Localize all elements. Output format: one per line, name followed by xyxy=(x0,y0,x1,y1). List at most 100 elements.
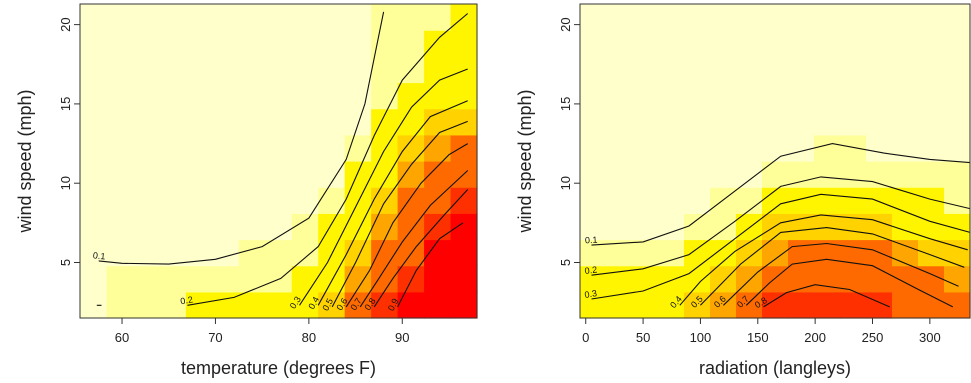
contour-line xyxy=(299,68,468,306)
heatmap-cell xyxy=(736,4,763,31)
heatmap-cell xyxy=(658,213,685,241)
heatmap-cell xyxy=(866,213,893,241)
heatmap-cell xyxy=(238,4,266,31)
heatmap-cell xyxy=(788,213,815,241)
heatmap-cell xyxy=(762,187,789,214)
heatmap-cell xyxy=(684,82,711,110)
x-tick-label: 0 xyxy=(582,330,589,345)
heatmap-cell xyxy=(866,134,893,162)
heatmap-cell xyxy=(918,213,945,241)
heatmap-cell xyxy=(238,82,266,110)
heatmap-cell xyxy=(159,213,187,241)
heatmap-cell xyxy=(944,56,971,84)
heatmap-cell xyxy=(291,108,319,136)
heatmap-cell xyxy=(450,82,478,110)
x-tick-label: 150 xyxy=(747,330,769,345)
heatmap-cell xyxy=(658,161,685,188)
y-axis-ticks: 5 10 15 20 xyxy=(558,17,580,266)
contour-label: 0.2 xyxy=(584,264,598,275)
contour-line xyxy=(359,170,469,308)
heatmap-cell xyxy=(632,291,659,319)
heatmap-cell xyxy=(892,265,919,293)
heatmap-cell xyxy=(371,213,399,241)
heatmap-cell xyxy=(840,265,867,293)
heatmap-cell xyxy=(424,239,452,267)
contour-line xyxy=(745,258,954,308)
heatmap-cell xyxy=(265,4,293,31)
heatmap-cell xyxy=(736,213,763,241)
heatmap-cell xyxy=(371,4,399,31)
heatmap-cell xyxy=(159,82,187,110)
heatmap-cell xyxy=(424,56,452,84)
heatmap-cell xyxy=(658,30,685,57)
heatmap-cell xyxy=(762,161,789,188)
heatmap-cell xyxy=(132,134,160,162)
heatmap-cell xyxy=(450,265,478,293)
heatmap-cell xyxy=(344,213,372,241)
heatmap-cell xyxy=(397,82,425,110)
x-tick-label: 300 xyxy=(919,330,941,345)
heatmap-cell xyxy=(80,108,108,136)
heatmap-cell xyxy=(632,161,659,188)
heatmap-cell xyxy=(132,187,160,214)
heatmap-cell xyxy=(212,56,240,84)
heatmap-cell xyxy=(212,265,240,293)
heatmap-cell xyxy=(265,134,293,162)
heatmap-cell xyxy=(606,187,633,214)
heatmap-cell xyxy=(814,265,841,293)
heatmap-cell xyxy=(106,213,134,241)
x-tick-label: 100 xyxy=(690,330,712,345)
heatmap-cell xyxy=(606,161,633,188)
contour-line xyxy=(763,284,890,308)
heatmap-cell xyxy=(185,187,213,214)
y-tick-label: 10 xyxy=(58,176,73,190)
heatmap-cell xyxy=(814,134,841,162)
heatmap-cell xyxy=(918,265,945,293)
heatmap-cell xyxy=(80,187,108,214)
heatmap-cell xyxy=(318,134,346,162)
heatmap-cell xyxy=(344,30,372,57)
heatmap-cell xyxy=(344,239,372,267)
heatmap-cell xyxy=(238,30,266,57)
heatmap-cell xyxy=(185,108,213,136)
heatmap-cell xyxy=(658,134,685,162)
heatmap-cell xyxy=(159,265,187,293)
heatmap-cell xyxy=(788,134,815,162)
heatmap-cell xyxy=(397,4,425,31)
heatmap-cell xyxy=(866,108,893,136)
heatmap-cell xyxy=(892,213,919,241)
heatmap-cell xyxy=(684,291,711,319)
heatmap-cell xyxy=(159,291,187,319)
heatmap-cell xyxy=(318,30,346,57)
heatmap-cell xyxy=(212,30,240,57)
heatmap-cell xyxy=(424,134,452,162)
heatmap-cell xyxy=(840,56,867,84)
panel-temperature: 0.10.2 0.3 0.4 0.5 0.60.70.8 0.9 60 70 80 90 510… xyxy=(15,3,478,378)
heatmap-cell xyxy=(106,265,134,293)
heatmap-cell xyxy=(212,134,240,162)
heatmap-cell xyxy=(840,4,867,31)
heatmap-cell xyxy=(736,134,763,162)
heatmap-cell xyxy=(944,30,971,57)
heatmap-cell xyxy=(371,187,399,214)
contour-line xyxy=(591,143,971,246)
heatmap-cell xyxy=(684,187,711,214)
heatmap-cell xyxy=(736,161,763,188)
x-tick-label: 90 xyxy=(395,330,409,345)
contour-line xyxy=(187,13,469,306)
heatmap-cell xyxy=(212,4,240,31)
contour-lines xyxy=(96,11,469,308)
contour-line xyxy=(679,214,968,306)
heatmap-cell xyxy=(736,265,763,293)
heatmap-cell xyxy=(238,213,266,241)
heatmap-cell xyxy=(892,108,919,136)
heatmap-cell xyxy=(684,4,711,31)
heatmap-cell xyxy=(736,30,763,57)
heatmap-cell xyxy=(450,108,478,136)
heatmap-cell xyxy=(658,4,685,31)
heatmap-cell xyxy=(424,265,452,293)
heatmap-cell xyxy=(710,4,737,31)
heatmap-cell xyxy=(814,291,841,319)
heatmap-cell xyxy=(238,161,266,188)
